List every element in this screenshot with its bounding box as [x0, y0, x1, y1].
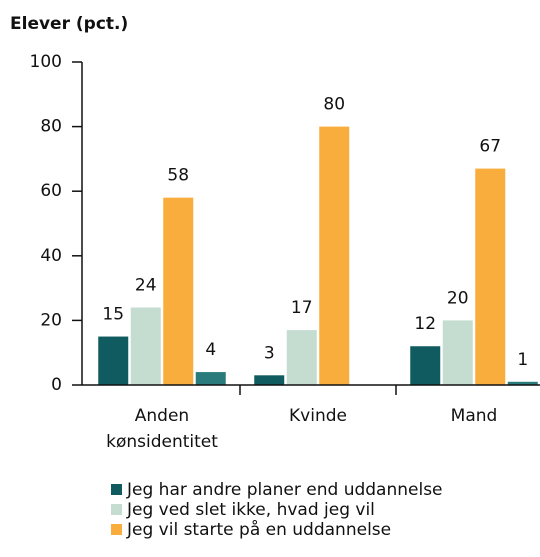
y-tick-label: 80: [40, 117, 62, 137]
bar: [475, 168, 506, 385]
legend-swatch: [111, 524, 122, 535]
bar: [195, 372, 226, 385]
data-label: 1: [517, 350, 528, 370]
x-tick-label: Anden kønsidentitet: [106, 406, 218, 452]
data-label: 4: [205, 340, 216, 360]
data-label: 15: [102, 305, 124, 325]
bar: [507, 381, 538, 385]
y-tick-label: 60: [40, 181, 62, 201]
data-label: 12: [414, 314, 436, 334]
data-label: 24: [135, 275, 157, 295]
legend-label: Jeg har andre planer end uddannelse: [126, 480, 443, 500]
bar: [319, 126, 350, 385]
y-tick-label: 0: [51, 375, 62, 395]
legend-label: Jeg vil starte på en uddannelse: [126, 519, 391, 540]
y-tick-label: 100: [30, 52, 62, 72]
bar: [254, 375, 285, 385]
bar: [286, 330, 317, 385]
data-label: 3: [264, 343, 275, 363]
x-tick-label: Mand: [451, 406, 498, 426]
y-tick-label: 20: [40, 310, 62, 330]
bar: [442, 320, 473, 385]
legend-swatch: [111, 504, 122, 515]
data-label: 80: [323, 95, 345, 115]
x-tick-label: Kvinde: [289, 406, 347, 426]
y-tick-label: 40: [40, 246, 62, 266]
legend-swatch: [111, 484, 122, 495]
bar: [410, 346, 441, 385]
bar: [98, 336, 129, 385]
data-label: 20: [447, 288, 469, 308]
bar: [163, 197, 194, 385]
chart-title: Elever (pct.): [10, 14, 128, 34]
data-label: 17: [291, 298, 313, 318]
data-label: 67: [479, 137, 501, 157]
data-label: 58: [167, 166, 189, 186]
legend-label: Jeg ved slet ikke, hvad jeg vil: [126, 500, 375, 520]
bar: [130, 307, 161, 385]
